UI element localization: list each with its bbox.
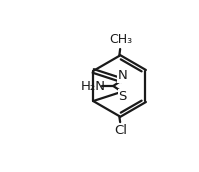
Text: CH₃: CH₃ xyxy=(109,33,133,46)
Text: Cl: Cl xyxy=(114,124,128,137)
Text: H₂N: H₂N xyxy=(81,79,106,93)
Text: S: S xyxy=(119,90,127,103)
Text: N: N xyxy=(118,69,128,82)
